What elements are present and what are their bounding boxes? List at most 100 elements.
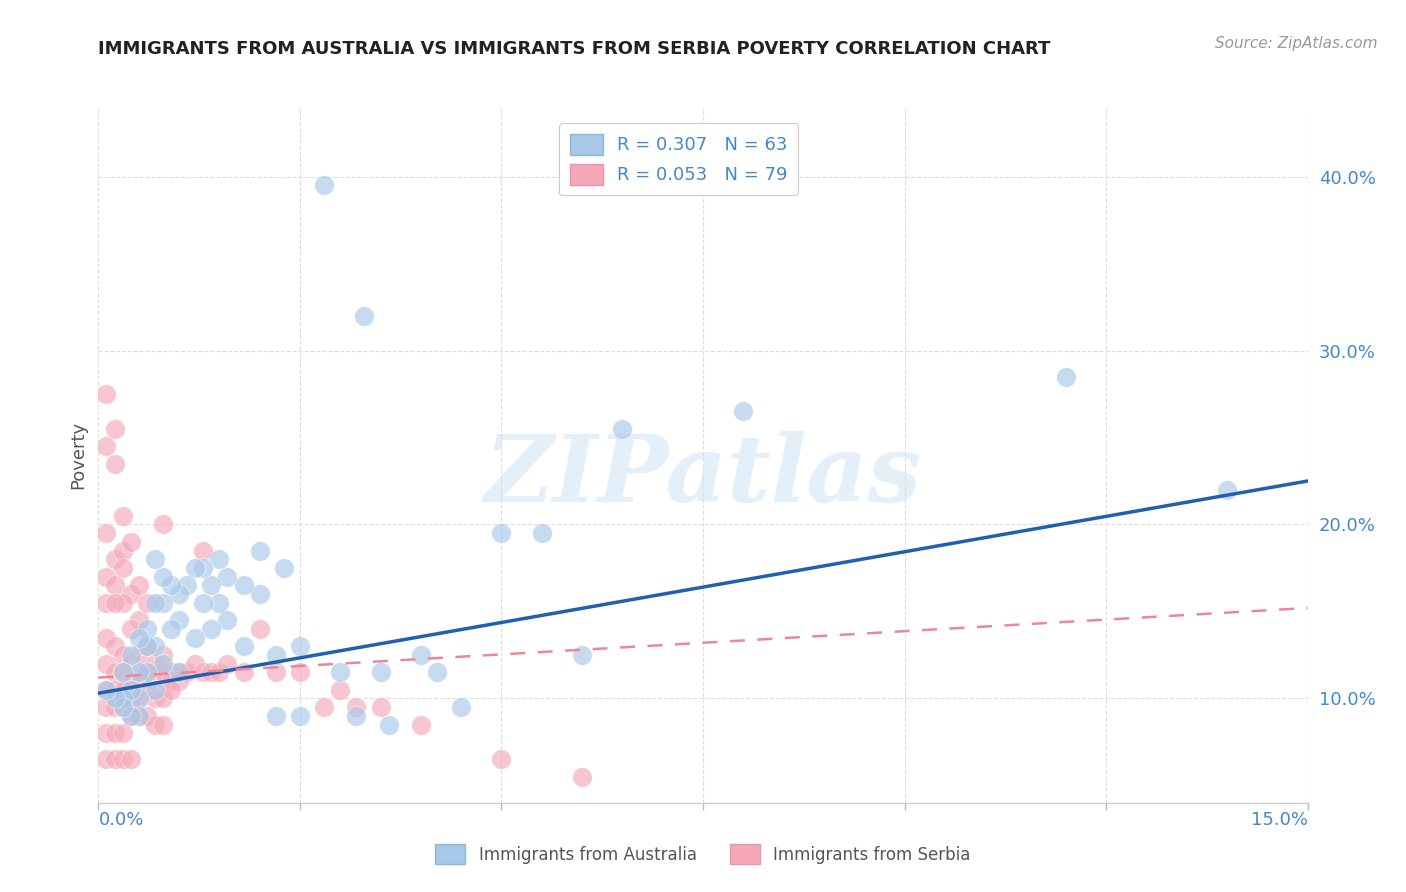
Point (344, 700, 367, 714)
Point (111, 543, 134, 558)
Point (160, 622, 183, 636)
Point (409, 648, 432, 662)
Point (264, 648, 287, 662)
Point (450, 700, 472, 714)
Point (176, 578, 198, 592)
Point (111, 726, 134, 740)
Point (1216, 483, 1239, 497)
Point (143, 674, 166, 689)
Point (111, 561, 134, 575)
Point (103, 596, 125, 610)
Point (176, 665, 198, 680)
Point (314, 178, 336, 193)
Point (103, 726, 125, 740)
Point (200, 578, 222, 592)
Point (128, 665, 150, 680)
Point (193, 561, 215, 575)
Point (193, 665, 215, 680)
Point (103, 552, 125, 566)
Text: Source: ZipAtlas.com: Source: ZipAtlas.com (1215, 36, 1378, 51)
Point (612, 422, 634, 436)
Y-axis label: Poverty: Poverty (69, 421, 87, 489)
Point (135, 665, 157, 680)
Point (491, 752, 513, 766)
Point (128, 648, 150, 662)
Point (184, 561, 207, 575)
Point (217, 570, 239, 584)
Point (160, 682, 183, 697)
Point (120, 708, 142, 723)
Point (264, 708, 287, 723)
Point (135, 682, 157, 697)
Point (264, 665, 287, 680)
Point (120, 587, 142, 601)
Point (111, 665, 134, 680)
Point (152, 717, 174, 731)
Point (184, 657, 207, 671)
Point (135, 665, 157, 680)
Point (135, 639, 157, 653)
Point (120, 657, 142, 671)
Point (96, 752, 118, 766)
Point (329, 682, 352, 697)
Point (96, 682, 118, 697)
Point (208, 665, 231, 680)
Text: IMMIGRANTS FROM AUSTRALIA VS IMMIGRANTS FROM SERBIA POVERTY CORRELATION CHART: IMMIGRANTS FROM AUSTRALIA VS IMMIGRANTS … (98, 40, 1050, 58)
Point (111, 648, 134, 662)
Point (152, 657, 174, 671)
Point (128, 691, 150, 706)
Point (128, 708, 150, 723)
Point (96, 526, 118, 541)
Point (103, 639, 125, 653)
Point (103, 700, 125, 714)
Point (160, 665, 183, 680)
Point (96, 700, 118, 714)
Point (103, 422, 125, 436)
Point (128, 708, 150, 723)
Point (167, 665, 190, 680)
Point (111, 665, 134, 680)
Text: ZIPatlas: ZIPatlas (485, 431, 921, 521)
Point (120, 622, 142, 636)
Point (167, 674, 190, 689)
Point (152, 570, 174, 584)
Point (111, 596, 134, 610)
Point (370, 700, 392, 714)
Point (135, 639, 157, 653)
Point (733, 404, 755, 418)
Point (120, 708, 142, 723)
Point (111, 752, 134, 766)
Point (167, 587, 190, 601)
Point (143, 596, 166, 610)
Point (103, 665, 125, 680)
Point (1054, 369, 1077, 384)
Legend: R = 0.307   N = 63, R = 0.053   N = 79: R = 0.307 N = 63, R = 0.053 N = 79 (560, 123, 799, 195)
Point (530, 526, 553, 541)
Point (160, 674, 183, 689)
Point (96, 657, 118, 671)
Point (96, 387, 118, 401)
Point (128, 691, 150, 706)
Point (111, 700, 134, 714)
Point (128, 674, 150, 689)
Point (184, 631, 207, 645)
Point (120, 648, 142, 662)
Point (111, 508, 134, 523)
Point (128, 631, 150, 645)
Point (152, 517, 174, 532)
Point (152, 691, 174, 706)
Point (353, 309, 375, 323)
Text: 0.0%: 0.0% (98, 812, 143, 830)
Point (103, 457, 125, 471)
Point (167, 665, 190, 680)
Point (193, 543, 215, 558)
Point (96, 682, 118, 697)
Point (208, 552, 231, 566)
Point (143, 552, 166, 566)
Point (143, 639, 166, 653)
Point (96, 439, 118, 453)
Point (370, 665, 392, 680)
Point (96, 596, 118, 610)
Point (120, 682, 142, 697)
Point (96, 631, 118, 645)
